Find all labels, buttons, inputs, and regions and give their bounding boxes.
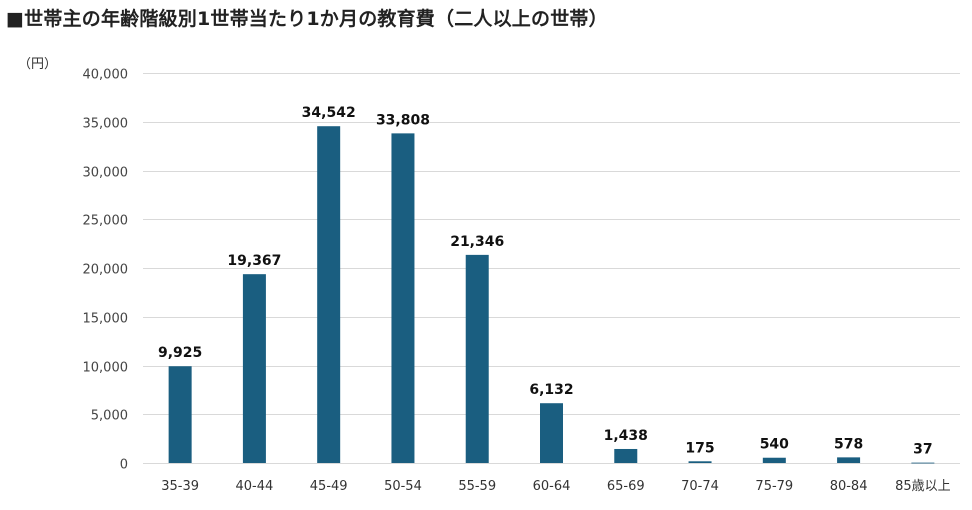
y-tick-label: 35,000 (83, 117, 129, 132)
data-label: 6,132 (529, 382, 573, 398)
bar (540, 403, 563, 463)
x-tick-label: 60-64 (533, 479, 571, 494)
data-label: 540 (760, 437, 789, 453)
y-tick-label: 40,000 (83, 68, 129, 83)
y-tick-label: 15,000 (83, 312, 129, 327)
y-tick-label: 30,000 (83, 166, 129, 181)
y-axis-unit-label: （円） (18, 57, 58, 72)
x-tick-label: 50-54 (384, 479, 422, 494)
x-tick-label: 80-84 (830, 479, 868, 494)
bar (317, 126, 341, 463)
data-labels: 9,925 19,367 34,542 33,808 21,346 6,132 1,438 1… (158, 105, 933, 457)
y-tick-label: 0 (120, 458, 128, 473)
x-axis-ticks: 35-39 40-44 45-49 50-54 55-59 60-64 65-69 70-74… (161, 479, 950, 494)
bar (242, 274, 266, 463)
bar (911, 462, 935, 464)
y-axis-ticks: 0 5,000 10,000 15,000 20,000 25,000 30,000 35,0… (83, 68, 129, 473)
x-tick-label: 65-69 (607, 479, 645, 494)
bars (168, 126, 935, 464)
data-label: 1,438 (604, 428, 648, 444)
y-tick-label: 10,000 (83, 361, 129, 376)
x-tick-label: 35-39 (161, 479, 199, 494)
data-label: 21,346 (450, 234, 504, 250)
x-tick-label: 55-59 (458, 479, 496, 494)
x-tick-label: 85歳以上 (895, 479, 951, 494)
y-tick-label: 25,000 (83, 214, 129, 229)
data-label: 578 (834, 436, 863, 452)
bar (465, 254, 489, 463)
chart-title: ■世帯主の年齢階級別1世帯当たり1か月の教育費（二人以上の世帯） (6, 8, 608, 30)
data-label: 33,808 (376, 112, 430, 128)
bar (614, 448, 638, 463)
bar (168, 366, 192, 463)
x-tick-label: 45-49 (310, 479, 348, 494)
data-label: 37 (913, 442, 932, 458)
data-label: 34,542 (302, 105, 356, 121)
data-label: 175 (685, 440, 714, 456)
bar (391, 133, 415, 463)
y-tick-label: 5,000 (91, 409, 128, 424)
bar (688, 461, 712, 463)
bar (762, 457, 786, 463)
data-label: 9,925 (158, 345, 202, 361)
x-tick-label: 40-44 (236, 479, 274, 494)
x-tick-label: 75-79 (755, 479, 793, 494)
data-label: 19,367 (227, 253, 281, 269)
bar (837, 457, 861, 463)
x-tick-label: 70-74 (681, 479, 719, 494)
gridlines (143, 73, 960, 464)
y-tick-label: 20,000 (83, 263, 129, 278)
